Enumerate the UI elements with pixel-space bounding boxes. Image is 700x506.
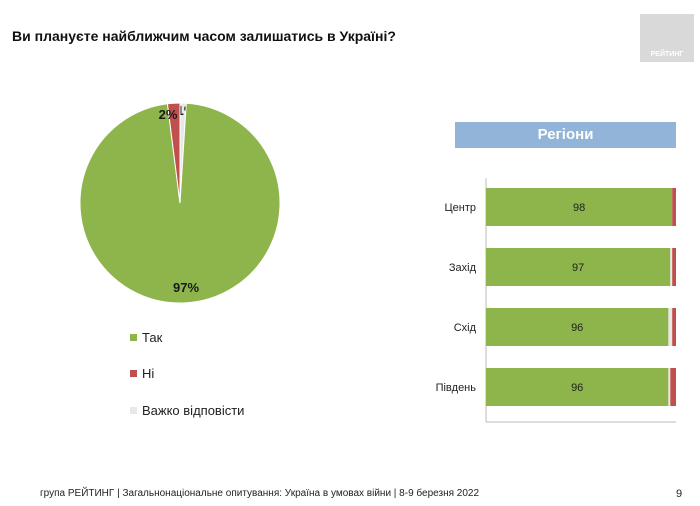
legend-label: Так: [142, 330, 163, 345]
legend-item-no: Ні: [130, 366, 154, 381]
page-title: Ви плануєте найближчим часом залишатись …: [12, 28, 396, 44]
bar-segment: [486, 308, 669, 346]
rating-logo: РЕЙТИНГ: [640, 14, 694, 62]
legend-swatch: [130, 407, 137, 414]
logo-text: РЕЙТИНГ: [650, 51, 684, 58]
category-label: Південь: [436, 382, 477, 394]
bar-data-label: 97: [572, 262, 584, 274]
legend-item-yes: Так: [130, 330, 162, 345]
bar-data-label: 98: [573, 202, 585, 214]
bar-data-label: 96: [571, 382, 583, 394]
bar-segment: [672, 188, 676, 226]
category-label: Схід: [454, 322, 477, 334]
bar-segment: [672, 248, 676, 286]
pie-data-label: 2%: [159, 107, 178, 122]
footer: група РЕЙТИНГ | Загальнонаціональне опит…: [40, 488, 480, 499]
category-label: Захід: [449, 262, 477, 274]
bar-data-label: 96: [571, 322, 583, 334]
regions-header: Регіони: [455, 122, 676, 148]
bar-segment: [672, 308, 676, 346]
bar-segment: [668, 368, 671, 406]
legend-label: Ні: [142, 366, 155, 381]
bar-segment: [668, 308, 673, 346]
bar-segment: [670, 368, 676, 406]
bar-segment: [486, 188, 673, 226]
pie-slice: [166, 102, 181, 204]
legend-swatch: [130, 334, 137, 341]
legend-label: Важко відповісти: [142, 403, 245, 418]
bar-segment: [486, 368, 669, 406]
legend-swatch: [130, 370, 137, 377]
pie-data-label: 97%: [173, 280, 199, 295]
category-label: Центр: [445, 202, 477, 214]
pie-slice: [79, 102, 281, 304]
legend-item-hard: Важко відповісти: [130, 403, 244, 418]
page-number: 9: [676, 488, 683, 500]
bar-segment: [670, 248, 673, 286]
bar-segment: [486, 248, 671, 286]
